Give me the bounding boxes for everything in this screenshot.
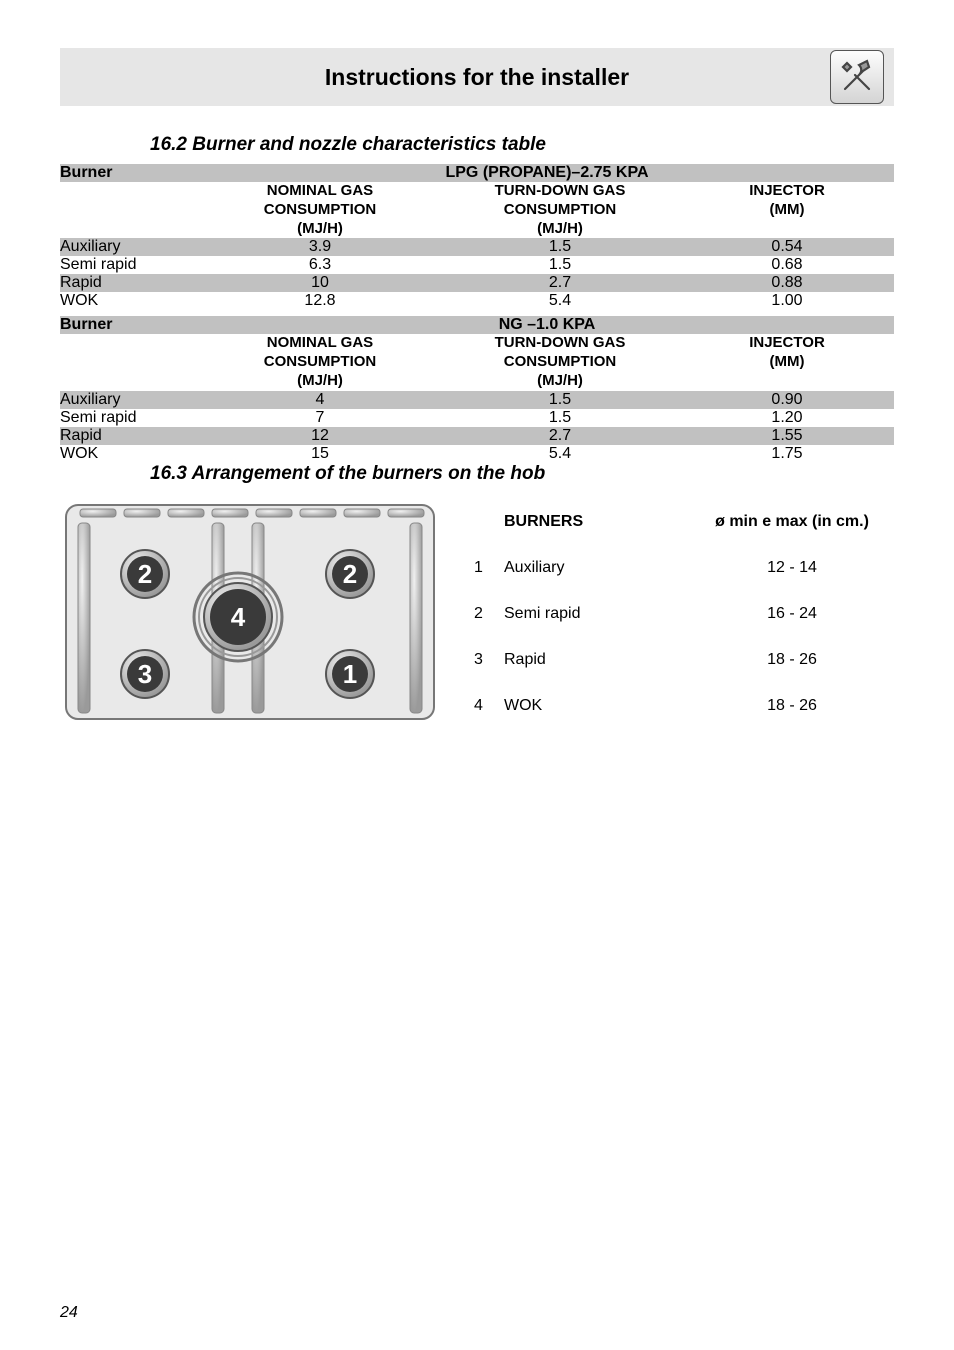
section-title: Arrangement of the burners on the hob [192,463,546,484]
list-item: 1Auxiliary12 - 14 [470,546,892,590]
table-row: WOK12.85.41.00 [60,292,894,310]
value-cell: 5.4 [440,292,680,310]
burner-name-cell: Rapid [60,274,200,292]
svg-text:4: 4 [231,602,246,632]
burner-name: WOK [500,684,690,728]
column-header: NOMINAL GASCONSUMPTION(MJ/H) [200,182,440,238]
value-cell: 3.9 [200,238,440,256]
hob-diagram: 2 2 4 3 1 [60,499,460,730]
burner-size: 18 - 26 [692,684,892,728]
burner-name-cell: Semi rapid [60,409,200,427]
table-gas-header: BurnerLPG (PROPANE)–2.75 KPA [60,164,894,182]
value-cell: 1.00 [680,292,894,310]
burner-number: 3 [470,638,498,682]
burner-number: 2 [470,592,498,636]
gas-type-cell: NG –1.0 KPA [200,316,894,334]
burner-size: 12 - 14 [692,546,892,590]
table-column-headers: NOMINAL GASCONSUMPTION(MJ/H)TURN-DOWN GA… [60,182,894,238]
section-number: 16.3 [150,463,187,484]
value-cell: 2.7 [440,274,680,292]
value-cell: 4 [200,391,440,409]
value-cell: 1.55 [680,427,894,445]
section-16-2-heading: 16.2 Burner and nozzle characteristics t… [150,134,894,156]
value-cell: 0.90 [680,391,894,409]
burner-name-cell: Auxiliary [60,238,200,256]
value-cell: 1.5 [440,409,680,427]
column-header: TURN-DOWN GASCONSUMPTION(MJ/H) [440,334,680,390]
burner-label-cell: Burner [60,164,200,182]
table-row: Semi rapid6.31.50.68 [60,256,894,274]
section-title: Burner and nozzle characteristics table [192,134,546,155]
value-cell: 2.7 [440,427,680,445]
burner-size: 18 - 26 [692,638,892,682]
value-cell: 6.3 [200,256,440,274]
section-number: 16.2 [150,134,187,155]
gas-type-cell: LPG (PROPANE)–2.75 KPA [200,164,894,182]
svg-text:1: 1 [343,659,357,689]
hob-section: 22431 BURNERS ø min e max (in cm.) 1Auxi… [60,499,894,730]
table-row: Rapid102.70.88 [60,274,894,292]
page-header: Instructions for the installer [60,48,894,106]
svg-text:2: 2 [138,559,152,589]
size-heading: ø min e max (in cm.) [692,501,892,544]
list-item: 3Rapid18 - 26 [470,638,892,682]
value-cell: 1.5 [440,238,680,256]
column-header: TURN-DOWN GASCONSUMPTION(MJ/H) [440,182,680,238]
burner-name-cell: Auxiliary [60,391,200,409]
burners-heading: BURNERS [500,501,690,544]
burner-size: 16 - 24 [692,592,892,636]
burner-name: Semi rapid [500,592,690,636]
table-gas-header: BurnerNG –1.0 KPA [60,316,894,334]
value-cell: 1.75 [680,445,894,463]
burner-name: Auxiliary [500,546,690,590]
table-row: Auxiliary41.50.90 [60,391,894,409]
burner-name: Rapid [500,638,690,682]
table-header-row: BURNERS ø min e max (in cm.) [470,501,892,544]
table-row: Semi rapid71.51.20 [60,409,894,427]
burner-name-cell: Rapid [60,427,200,445]
burner-label-cell: Burner [60,316,200,334]
value-cell: 15 [200,445,440,463]
value-cell: 7 [200,409,440,427]
tools-icon [830,50,884,104]
burner-spec-table: BurnerLPG (PROPANE)–2.75 KPANOMINAL GASC… [60,164,894,463]
value-cell: 0.68 [680,256,894,274]
section-16-3-heading: 16.3 Arrangement of the burners on the h… [150,463,894,485]
burner-name-cell: Semi rapid [60,256,200,274]
value-cell: 0.88 [680,274,894,292]
burner-number: 1 [470,546,498,590]
svg-text:2: 2 [343,559,357,589]
burner-name-cell: WOK [60,445,200,463]
column-header: INJECTOR(MM) [680,334,894,390]
value-cell: 1.5 [440,391,680,409]
table-row: WOK155.41.75 [60,445,894,463]
page-title: Instructions for the installer [325,64,629,91]
svg-text:3: 3 [138,659,152,689]
table-row: Auxiliary3.91.50.54 [60,238,894,256]
value-cell: 1.5 [440,256,680,274]
list-item: 2Semi rapid16 - 24 [470,592,892,636]
column-header: INJECTOR(MM) [680,182,894,238]
value-cell: 10 [200,274,440,292]
burners-table: BURNERS ø min e max (in cm.) 1Auxiliary1… [468,499,894,730]
list-item: 4WOK18 - 26 [470,684,892,728]
table-row: Rapid122.71.55 [60,427,894,445]
burner-number: 4 [470,684,498,728]
value-cell: 12.8 [200,292,440,310]
burner-name-cell: WOK [60,292,200,310]
value-cell: 12 [200,427,440,445]
column-header: NOMINAL GASCONSUMPTION(MJ/H) [200,334,440,390]
page-number: 24 [60,1304,78,1322]
value-cell: 0.54 [680,238,894,256]
table-column-headers: NOMINAL GASCONSUMPTION(MJ/H)TURN-DOWN GA… [60,334,894,390]
value-cell: 1.20 [680,409,894,427]
value-cell: 5.4 [440,445,680,463]
